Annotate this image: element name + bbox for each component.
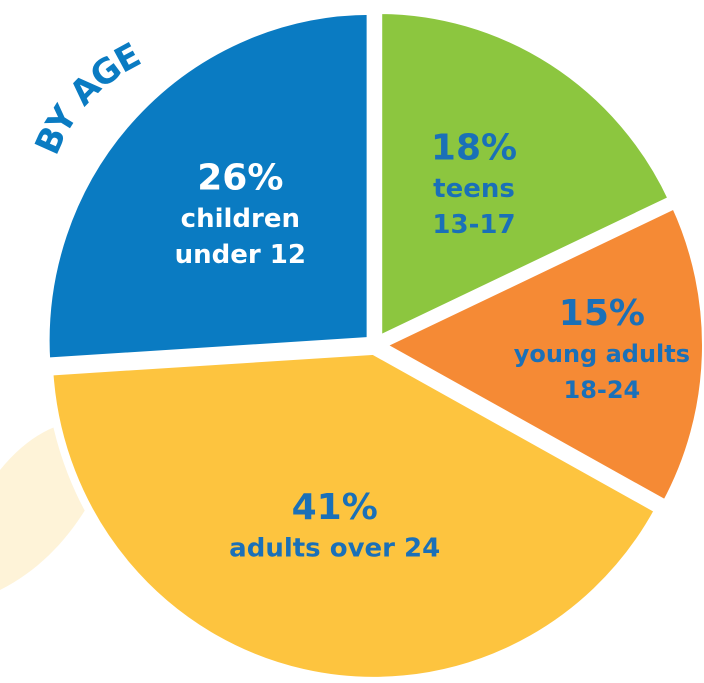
category-label: children	[181, 204, 300, 234]
value-label: 15%	[559, 293, 645, 334]
category-label: 18-24	[564, 376, 641, 404]
category-label: adults over 24	[229, 533, 440, 563]
category-label: under 12	[175, 240, 306, 270]
value-label: 41%	[292, 487, 378, 528]
chart: BY AGE 18%teens13-1715%young adults18-24…	[0, 0, 704, 683]
category-label: 13-17	[432, 210, 515, 240]
category-label: teens	[433, 174, 515, 204]
category-label: young adults	[514, 340, 690, 368]
value-label: 18%	[431, 128, 517, 169]
value-label: 26%	[197, 158, 283, 199]
